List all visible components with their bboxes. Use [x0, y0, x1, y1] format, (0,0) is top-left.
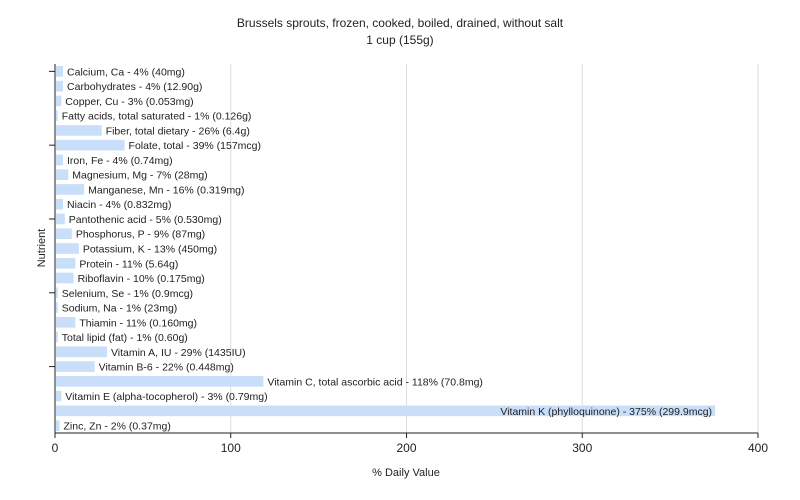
bar-label: Carbohydrates - 4% (12.90g): [67, 81, 202, 93]
bar-labels: Calcium, Ca - 4% (40mg) Carbohydrates - 4…: [62, 66, 712, 432]
bar-label: Phosphorus, P - 9% (87mg): [76, 229, 205, 241]
bar: [56, 287, 58, 299]
bar-label: Total lipid (fat) - 1% (0.60g): [62, 332, 188, 344]
x-tick-label: 200: [396, 441, 416, 455]
chart-title: Brussels sprouts, frozen, cooked, boiled…: [237, 16, 564, 30]
bar: [56, 302, 58, 313]
bar-label: Iron, Fe - 4% (0.74mg): [67, 155, 173, 167]
bar-label: Fiber, total dietary - 26% (6.4g): [106, 125, 250, 137]
bar: [56, 198, 64, 210]
bar: [56, 169, 69, 181]
bar-label: Sodium, Na - 1% (23mg): [62, 303, 178, 315]
bar: [56, 125, 102, 136]
bar: [56, 376, 264, 387]
bar-label: Pantothenic acid - 5% (0.530mg): [69, 214, 222, 226]
bar: [56, 390, 62, 402]
bar-label: Riboflavin - 10% (0.175mg): [78, 273, 205, 285]
bar: [56, 243, 79, 254]
bar-label: Magnesium, Mg - 7% (28mg): [72, 170, 207, 182]
axes: 0 100 200 300 400: [49, 64, 768, 455]
bar: [56, 80, 64, 92]
bar-label: Vitamin A, IU - 29% (1435IU): [111, 347, 246, 359]
x-tick-label: 100: [221, 441, 241, 455]
bar: [56, 331, 58, 343]
x-axis-label: % Daily Value: [372, 467, 440, 479]
bar-label: Vitamin C, total ascorbic acid - 118% (7…: [267, 376, 483, 388]
bar-label: Zinc, Zn - 2% (0.37mg): [64, 421, 171, 433]
bar: [56, 154, 64, 166]
bar-label: Thiamin - 11% (0.160mg): [79, 317, 197, 329]
y-axis-label: Nutrient: [36, 229, 48, 268]
bar-series: [56, 66, 716, 431]
x-tick-label: 0: [52, 441, 59, 455]
bar-label: Niacin - 4% (0.832mg): [67, 199, 171, 211]
bar-label: Vitamin E (alpha-tocopherol) - 3% (0.79m…: [65, 391, 267, 403]
x-tick-label: 300: [572, 441, 592, 455]
bar: [56, 272, 74, 284]
bar: [56, 110, 58, 121]
bar: [56, 228, 72, 240]
bar-label: Calcium, Ca - 4% (40mg): [67, 66, 185, 78]
bar: [56, 257, 76, 269]
bar-label: Potassium, K - 13% (450mg): [83, 244, 217, 256]
bar: [56, 139, 125, 151]
x-tick-label: 400: [748, 441, 768, 455]
bar-label: Manganese, Mn - 16% (0.319mg): [88, 184, 244, 196]
bar: [56, 361, 95, 372]
chart-subtitle: 1 cup (155g): [366, 33, 433, 47]
bar: [56, 405, 716, 417]
bar-label: Fatty acids, total saturated - 1% (0.126…: [62, 111, 252, 123]
bar-label: Protein - 11% (5.64g): [79, 258, 178, 270]
bar-label: Copper, Cu - 3% (0.053mg): [65, 96, 193, 108]
bar-label: Vitamin K (phylloquinone) - 375% (299.9m…: [500, 406, 712, 418]
bar-label: Selenium, Se - 1% (0.9mcg): [62, 288, 193, 300]
bar: [56, 346, 107, 358]
bar: [56, 66, 64, 77]
bar: [56, 420, 60, 431]
grid-lines: [230, 64, 759, 433]
bar: [56, 184, 85, 195]
bar: [56, 95, 62, 107]
bar-label: Folate, total - 39% (157mcg): [129, 140, 261, 152]
bar: [56, 316, 76, 328]
bar-label: Vitamin B-6 - 22% (0.448mg): [99, 362, 234, 374]
bar: [56, 213, 65, 225]
